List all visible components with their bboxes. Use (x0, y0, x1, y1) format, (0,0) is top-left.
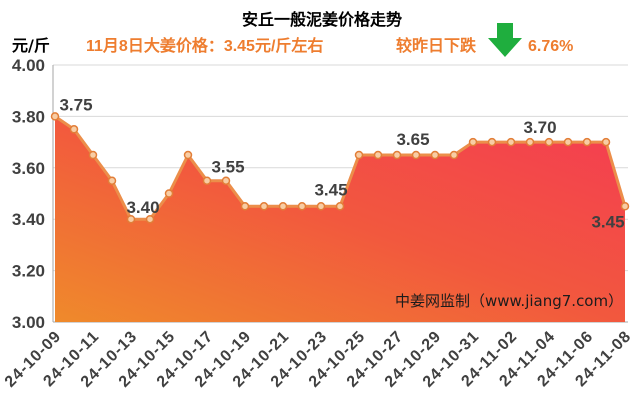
y-tick-label: 3.20 (12, 262, 45, 281)
price-headline: 11月8日大姜价格：3.45元/斤左右 (86, 36, 323, 55)
data-point (430, 150, 440, 160)
data-point (335, 202, 345, 211)
data-point (221, 176, 231, 185)
change-percent: 6.76% (528, 38, 573, 55)
data-point (449, 150, 459, 160)
data-point (582, 137, 592, 147)
data-label: 3.45 (591, 212, 624, 231)
y-tick-label: 3.00 (12, 313, 45, 332)
chart-title: 安丘一般泥姜价格走势 (242, 10, 402, 29)
watermark: 中姜网监制（www.jiang7.com） (395, 292, 623, 310)
data-label: 3.75 (59, 95, 92, 114)
data-label: 3.45 (314, 180, 347, 199)
data-point (411, 150, 421, 160)
data-point (278, 202, 288, 211)
data-label: 3.65 (396, 130, 429, 149)
x-axis-tick-labels: 24-10-0924-10-1124-10-1324-10-1524-10-17… (2, 328, 635, 391)
data-point (126, 214, 136, 224)
data-point (468, 137, 478, 147)
data-label: 3.40 (126, 198, 159, 217)
data-point (525, 137, 535, 147)
data-point (145, 214, 155, 224)
y-tick-label: 3.60 (12, 159, 45, 178)
data-point (107, 176, 117, 185)
down-arrow-icon (488, 23, 522, 57)
data-point (544, 137, 554, 147)
data-point (354, 150, 364, 160)
data-point (240, 202, 250, 211)
data-point (69, 125, 79, 134)
data-point (164, 189, 174, 198)
data-labels: 3.75 3.40 3.55 3.45 3.65 3.70 3.45 (59, 95, 624, 231)
data-points (50, 112, 630, 224)
y-tick-label: 4.00 (12, 56, 45, 75)
data-point (506, 137, 516, 147)
data-point (373, 150, 383, 160)
change-label: 较昨日下跌 (396, 36, 477, 55)
data-point (183, 150, 193, 160)
data-point (50, 112, 60, 121)
y-tick-label: 3.40 (12, 210, 45, 229)
data-point (202, 176, 212, 185)
y-tick-label: 3.80 (12, 107, 45, 126)
y-axis-unit: 元/斤 (12, 36, 50, 55)
data-point (88, 150, 98, 160)
data-point (487, 137, 497, 147)
y-axis-tick-labels: 3.00 3.20 3.40 3.60 3.80 4.00 (12, 56, 45, 332)
data-point (563, 137, 573, 147)
data-point (316, 202, 326, 211)
area-fill (55, 116, 625, 323)
data-point (620, 202, 630, 211)
data-label: 3.55 (211, 158, 244, 177)
data-point (601, 137, 611, 147)
data-label: 3.70 (523, 118, 556, 137)
data-point (392, 150, 402, 160)
data-point (297, 202, 307, 211)
data-point (259, 202, 269, 211)
